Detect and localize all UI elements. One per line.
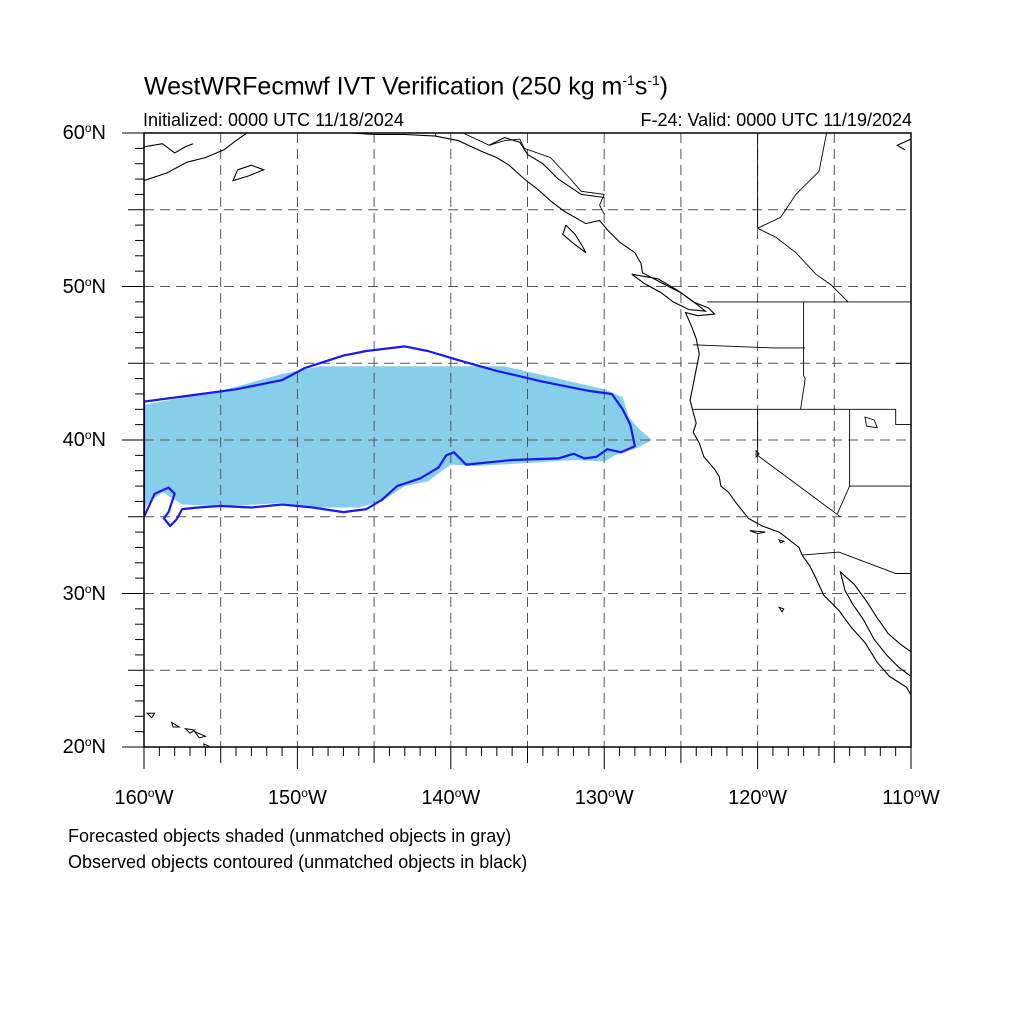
forecast-objects-layer xyxy=(144,366,652,510)
lon-label: 150oW xyxy=(267,786,327,809)
lat-suffix: N xyxy=(91,736,106,758)
coastline xyxy=(631,273,708,312)
political-border xyxy=(757,133,828,229)
political-border xyxy=(849,409,911,487)
lon-suffix: W xyxy=(614,787,634,809)
lat-value: 20 xyxy=(62,736,85,758)
lon-label: 140oW xyxy=(421,786,481,809)
map-frame xyxy=(143,132,912,748)
island-outline xyxy=(193,730,207,739)
lon-suffix: W xyxy=(307,787,327,809)
lon-value: 140 xyxy=(421,787,455,809)
island-outline xyxy=(145,712,156,719)
lat-value: 40 xyxy=(62,429,85,451)
island-outline xyxy=(170,721,182,728)
observed-legend-note: Observed objects contoured (unmatched ob… xyxy=(68,852,528,872)
coastline xyxy=(232,164,266,182)
lon-suffix: W xyxy=(920,787,940,809)
lat-suffix: N xyxy=(91,582,106,605)
valid-time: F-24: Valid: 0000 UTC 11/19/2024 xyxy=(640,110,913,130)
lat-suffix: N xyxy=(91,122,106,144)
coastline xyxy=(896,138,911,151)
lon-label: 160oW xyxy=(114,786,174,809)
political-border xyxy=(693,344,806,349)
lake-outline xyxy=(864,416,879,429)
political-border xyxy=(757,409,841,518)
lon-value: 130 xyxy=(574,787,609,809)
lon-suffix: W xyxy=(768,787,788,809)
lon-value: 160 xyxy=(114,787,148,809)
island-outline xyxy=(777,606,785,613)
lon-suffix: W xyxy=(461,787,481,809)
lon-label: 120oW xyxy=(728,786,788,809)
lon-label: 110oW xyxy=(882,786,940,809)
political-border xyxy=(802,551,911,574)
lat-value: 30 xyxy=(62,582,85,605)
coastline xyxy=(144,143,194,154)
lon-value: 120 xyxy=(728,787,762,809)
political-border xyxy=(836,485,851,514)
island-outline xyxy=(183,727,196,734)
lat-label: 30oN xyxy=(62,581,106,605)
lake-outline xyxy=(755,449,760,459)
political-border xyxy=(462,133,605,215)
coastline xyxy=(488,137,605,199)
figure-title: WestWRFecmwf IVT Verification (250 kg m-… xyxy=(144,72,669,101)
forecast-object xyxy=(144,366,652,510)
lat-suffix: N xyxy=(91,429,106,451)
lat-label: 40oN xyxy=(62,428,106,451)
forecast-legend-note: Forecasted objects shaded (unmatched obj… xyxy=(68,826,512,846)
lon-value: 150 xyxy=(267,787,302,809)
lat-label: 20oN xyxy=(62,735,106,758)
coastline xyxy=(144,133,248,182)
political-border xyxy=(757,227,849,303)
lat-value: 50 xyxy=(62,275,85,298)
observed-object-contour xyxy=(144,345,636,528)
political-border xyxy=(693,408,911,426)
political-border xyxy=(800,301,806,410)
lat-label: 60oN xyxy=(62,121,106,144)
lon-value: 110 xyxy=(882,787,915,809)
lat-label: 50oN xyxy=(62,274,106,298)
lon-label: 130oW xyxy=(574,786,634,809)
initialized-time: Initialized: 0000 UTC 11/18/2024 xyxy=(143,110,404,130)
coastline xyxy=(839,570,911,677)
lat-value: 60 xyxy=(62,122,85,144)
coastline xyxy=(351,133,911,696)
axis-ticks xyxy=(122,132,912,769)
island-outline xyxy=(778,538,786,544)
coastline xyxy=(562,224,587,254)
lon-suffix: W xyxy=(154,787,174,809)
observed-objects-layer xyxy=(144,345,636,528)
graticule xyxy=(144,133,911,747)
lat-suffix: N xyxy=(91,275,106,298)
coastlines-layer xyxy=(144,133,911,747)
island-outline xyxy=(749,530,766,535)
